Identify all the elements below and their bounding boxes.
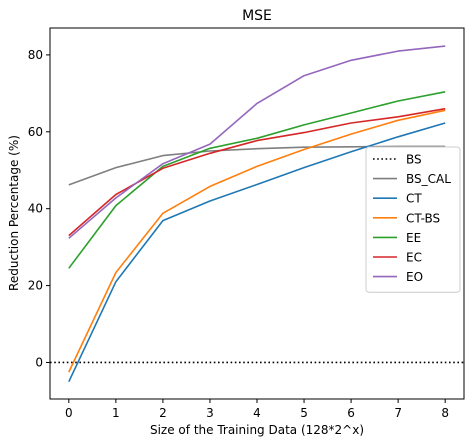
y-tick-label: 0 bbox=[35, 355, 43, 369]
y-tick-label: 60 bbox=[28, 125, 43, 139]
y-tick-label: 20 bbox=[28, 279, 43, 293]
series-line-ct-bs bbox=[68, 109, 446, 373]
legend-label: EC bbox=[406, 251, 422, 265]
series-line-ct bbox=[68, 122, 446, 383]
legend-label: CT-BS bbox=[406, 211, 440, 225]
x-tick-label: 2 bbox=[159, 406, 167, 420]
y-axis-label: Reduction Percentage (%) bbox=[7, 135, 21, 291]
x-tick-label: 5 bbox=[300, 406, 308, 420]
x-tick-label: 8 bbox=[441, 406, 449, 420]
x-tick-label: 7 bbox=[394, 406, 402, 420]
x-tick-label: 4 bbox=[253, 406, 261, 420]
x-tick-label: 0 bbox=[65, 406, 73, 420]
x-tick-label: 6 bbox=[347, 406, 355, 420]
x-tick-label: 3 bbox=[206, 406, 214, 420]
x-axis-label: Size of the Training Data (128*2^x) bbox=[150, 423, 364, 437]
y-tick-label: 40 bbox=[28, 202, 43, 216]
legend-label: EO bbox=[406, 270, 423, 284]
legend-label: BS bbox=[406, 153, 422, 167]
y-tick-label: 80 bbox=[28, 48, 43, 62]
legend-label: BS_CAL bbox=[406, 172, 451, 186]
chart-title: MSE bbox=[242, 8, 272, 24]
legend-box bbox=[365, 146, 461, 293]
x-tick-label: 1 bbox=[112, 406, 120, 420]
series-line-ee bbox=[68, 91, 446, 269]
legend-label: CT bbox=[406, 192, 422, 206]
plot-marks bbox=[50, 45, 464, 383]
series-line-eo bbox=[68, 45, 446, 239]
legend: BS BS_CAL CT CT-BS EE EC EO bbox=[365, 146, 461, 293]
legend-label: EE bbox=[406, 231, 421, 245]
